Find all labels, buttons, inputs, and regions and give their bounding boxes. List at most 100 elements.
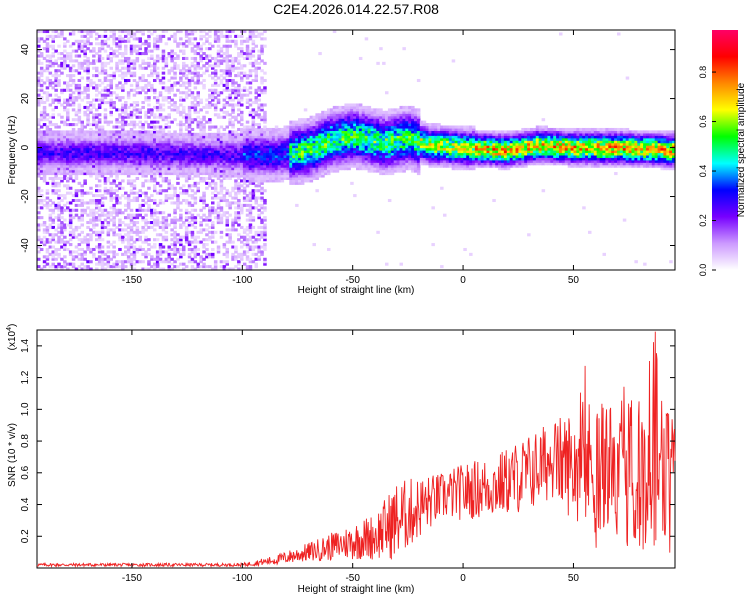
spectrogram-cell <box>312 154 316 158</box>
spectrogram-cell <box>211 247 215 252</box>
spectrogram-cell <box>329 167 334 171</box>
spectrogram-cell <box>100 174 105 178</box>
spectrogram-cell <box>57 64 61 68</box>
spectrogram-cell <box>266 162 270 166</box>
spectrogram-cell <box>115 208 119 212</box>
spectrogram-cell <box>213 230 218 234</box>
spectrogram-cell <box>77 42 82 46</box>
spectrogram-cell <box>205 203 209 207</box>
spectrogram-cell <box>260 218 264 222</box>
spectrogram-cell <box>170 257 174 261</box>
spectrogram-cell <box>208 255 212 259</box>
spectrogram-cell <box>260 44 264 48</box>
spectrogram-cell <box>190 78 195 83</box>
spectrogram-cell <box>257 108 261 112</box>
spectrogram-cell <box>213 137 218 141</box>
spectrogram-cell <box>118 247 122 252</box>
spectrogram-cell <box>132 198 137 203</box>
spectrogram-cell <box>138 162 142 166</box>
spectrogram-cell <box>242 142 247 146</box>
spectrogram-cell <box>213 154 218 158</box>
spectrogram-cell <box>184 86 189 90</box>
spectrogram-cell <box>237 162 241 166</box>
spectrogram-cell <box>95 142 99 146</box>
spectrogram-cell <box>257 255 261 259</box>
spectrogram-cell <box>89 145 93 149</box>
spectrogram-cell <box>121 120 125 124</box>
spectrogram-cell <box>332 118 337 122</box>
spectrogram-cell <box>77 140 82 144</box>
spectrogram-cell <box>92 211 96 215</box>
spectrogram-cell <box>257 245 261 249</box>
spectrogram-cell <box>121 157 125 161</box>
spectrogram-cell <box>167 154 171 158</box>
spectrogram-cell <box>222 140 227 144</box>
spectrogram-cell <box>170 88 174 92</box>
spectrogram-cell <box>109 30 113 34</box>
spectrogram-cell <box>211 191 215 195</box>
spectrogram-cell <box>173 74 177 78</box>
spectrogram-cell <box>97 83 102 87</box>
spectrogram-cell <box>48 44 53 48</box>
spectrogram-cell <box>257 140 261 144</box>
spectrogram-cell <box>248 30 253 34</box>
spectrogram-cell <box>240 252 244 256</box>
spectrogram-cell <box>170 154 174 158</box>
spectrogram-cell <box>83 208 87 212</box>
spectrogram-cell <box>126 56 131 60</box>
spectrogram-cell <box>60 30 64 34</box>
spectrogram-cell <box>74 59 79 63</box>
spectrogram-cell <box>225 64 229 68</box>
spectrogram-cell <box>184 198 189 203</box>
spectrogram-cell <box>295 147 299 151</box>
spectrogram-cell <box>286 140 290 144</box>
spectrogram-cell <box>208 142 212 146</box>
spectrogram-cell <box>222 196 227 200</box>
spectrogram-cell <box>126 147 131 151</box>
spectrogram-cell <box>167 162 171 166</box>
spectrogram-cell <box>240 162 244 166</box>
spectrogram-cell <box>263 125 267 129</box>
spectrogram-cell <box>208 120 212 124</box>
spectrogram-cell <box>225 147 229 151</box>
spectrogram-cell <box>103 108 108 112</box>
spectrogram-cell <box>196 81 200 85</box>
spectrogram-cell <box>190 240 195 244</box>
spectrogram-cell <box>71 98 76 102</box>
spectrogram-cell <box>199 137 203 141</box>
spectrogram-cell <box>254 69 258 73</box>
spectrogram-cell <box>121 71 125 75</box>
spectrogram-cell <box>167 159 171 163</box>
spectrogram-cell <box>155 101 160 105</box>
spectrogram-cell <box>109 164 113 168</box>
spectrogram-cell <box>216 150 221 154</box>
spectrogram-cell <box>274 164 279 168</box>
spectrogram-cell <box>144 235 148 239</box>
spectrogram-cell <box>167 257 171 261</box>
spectrogram-cell <box>263 230 267 234</box>
spectrogram-cell <box>100 44 105 48</box>
spectrogram-cell <box>144 218 148 222</box>
spectrogram-cell <box>228 167 232 171</box>
spectrogram-cell <box>184 235 189 239</box>
spectrogram-cell <box>144 52 148 56</box>
spectrogram-cell <box>335 154 340 158</box>
spectrogram-cell <box>245 238 250 242</box>
spectrogram-cell <box>100 42 105 46</box>
spectrogram-cell <box>124 52 128 56</box>
spectrogram-cell <box>92 201 96 205</box>
spectrogram-cell <box>266 169 270 173</box>
spectrogram-cell <box>161 216 166 220</box>
spectrogram-cell <box>95 257 99 261</box>
spectrogram-cell <box>248 245 253 249</box>
spectrogram-cell <box>161 235 166 239</box>
spectrogram-cell <box>312 140 316 144</box>
spectrogram-cell <box>68 56 73 60</box>
spectrogram-cell <box>260 230 264 234</box>
spectrogram-cell <box>280 154 285 158</box>
spectrogram-cell <box>309 123 314 127</box>
spectrogram-cell <box>68 154 73 158</box>
spectrogram-cell <box>213 81 218 85</box>
spectrogram-cell <box>205 181 209 185</box>
spectrogram-cell <box>211 211 215 215</box>
